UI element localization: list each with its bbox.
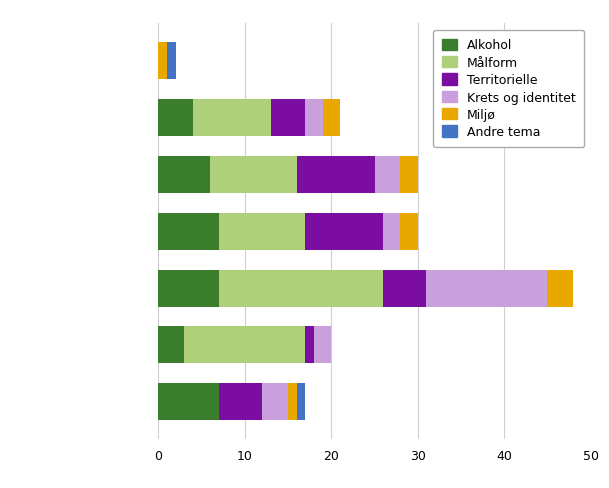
Bar — [375, 157, 401, 194]
Bar — [158, 100, 193, 137]
Bar — [383, 270, 426, 307]
Bar — [401, 157, 418, 194]
Bar — [383, 213, 401, 250]
Bar — [288, 384, 297, 420]
Bar — [297, 384, 305, 420]
Bar — [271, 100, 305, 137]
Bar — [219, 270, 383, 307]
Bar — [158, 157, 210, 194]
Bar — [210, 157, 297, 194]
Bar — [158, 213, 219, 250]
Bar — [158, 43, 167, 80]
Bar — [193, 100, 271, 137]
Bar — [262, 384, 288, 420]
Bar — [219, 384, 262, 420]
Bar — [323, 100, 340, 137]
Bar — [219, 213, 305, 250]
Bar — [401, 213, 418, 250]
Bar — [297, 157, 375, 194]
Bar — [314, 327, 331, 364]
Bar — [305, 213, 383, 250]
Bar — [305, 100, 323, 137]
Bar — [158, 270, 219, 307]
Bar — [158, 327, 185, 364]
Bar — [305, 327, 314, 364]
Bar — [547, 270, 574, 307]
Bar — [426, 270, 547, 307]
Bar — [185, 327, 305, 364]
Legend: Alkohol, Målform, Territorielle, Krets og identitet, Miljø, Andre tema: Alkohol, Målform, Territorielle, Krets o… — [433, 31, 585, 148]
Bar — [167, 43, 175, 80]
Bar — [158, 384, 219, 420]
